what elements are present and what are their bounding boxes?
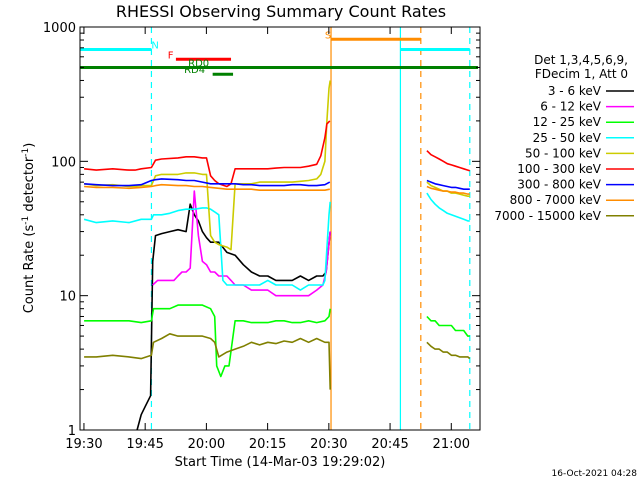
legend-header-line: FDecim 1, Att 0 xyxy=(535,67,628,81)
legend-label: 300 - 800 keV xyxy=(517,178,601,192)
x-tick-label: 20:15 xyxy=(249,437,286,452)
x-tick-label: 19:30 xyxy=(65,437,102,452)
y-axis: 1 10 100 1000 xyxy=(43,21,480,439)
chart-title: RHESSI Observing Summary Count Rates xyxy=(116,2,446,21)
flag-label-rd0: RD0 xyxy=(188,58,209,69)
y-tick-label: 10 xyxy=(59,290,76,305)
y-axis-label: Count Rate (s-1 detector-1) xyxy=(21,143,37,314)
render-timestamp: 16-Oct-2021 04:28 xyxy=(552,469,638,479)
series-line-100-300-kev-post xyxy=(426,150,471,172)
legend-label: 7000 - 15000 keV xyxy=(494,209,601,223)
flag-label-n: N xyxy=(151,40,158,51)
x-axis: 19:30 19:45 20:00 20:15 20:30 20:45 21:00 xyxy=(65,27,470,452)
flag-label-s: S xyxy=(325,30,331,41)
series-line-300-800-kev-post xyxy=(426,179,470,190)
x-axis-label: Start Time (14-Mar-03 19:29:02) xyxy=(175,455,386,470)
x-tick-label: 20:00 xyxy=(188,437,225,452)
legend-header-line: Det 1,3,4,5,6,9, xyxy=(534,53,628,67)
series-line-12-25-kev xyxy=(84,304,331,378)
y-tick-label: 1000 xyxy=(43,21,76,36)
plot-frame xyxy=(79,26,481,431)
series-line-6-12-kev xyxy=(152,190,331,297)
series-line-7000-15000-kev-post xyxy=(426,341,471,360)
legend-label: 50 - 100 keV xyxy=(525,146,602,160)
legend-label: 3 - 6 keV xyxy=(548,84,602,98)
series-line-800-7000-kev xyxy=(84,183,330,191)
x-tick-label: 19:45 xyxy=(126,437,163,452)
legend-label: 800 - 7000 keV xyxy=(510,193,602,207)
legend-label: 12 - 25 keV xyxy=(533,115,602,129)
flag-label-rd4: RD4 xyxy=(184,65,205,76)
legend-label: 100 - 300 keV xyxy=(517,162,601,176)
y-tick-label: 1 xyxy=(68,424,76,439)
series-line-800-7000-kev-post xyxy=(426,185,470,195)
x-tick-label: 21:00 xyxy=(433,437,470,452)
x-tick-label: 20:30 xyxy=(310,437,347,452)
series-line-300-800-kev xyxy=(84,178,331,187)
y-tick-label: 100 xyxy=(51,155,76,170)
legend-label: 25 - 50 keV xyxy=(533,131,602,145)
series-line-100-300-kev xyxy=(84,120,331,188)
flag-label-f: F xyxy=(168,50,174,61)
series-line-12-25-kev-post xyxy=(426,315,470,337)
legend: Det 1,3,4,5,6,9,FDecim 1, Att 0 3 - 6 keV… xyxy=(494,53,634,223)
series-line-50-100-kev xyxy=(83,80,331,251)
x-tick-label: 20:45 xyxy=(371,437,408,452)
series-line-7000-15000-kev xyxy=(84,332,331,390)
series-line-25-50-kev xyxy=(83,201,331,291)
series-line-25-50-kev-post xyxy=(426,192,470,222)
legend-label: 6 - 12 keV xyxy=(540,100,602,114)
